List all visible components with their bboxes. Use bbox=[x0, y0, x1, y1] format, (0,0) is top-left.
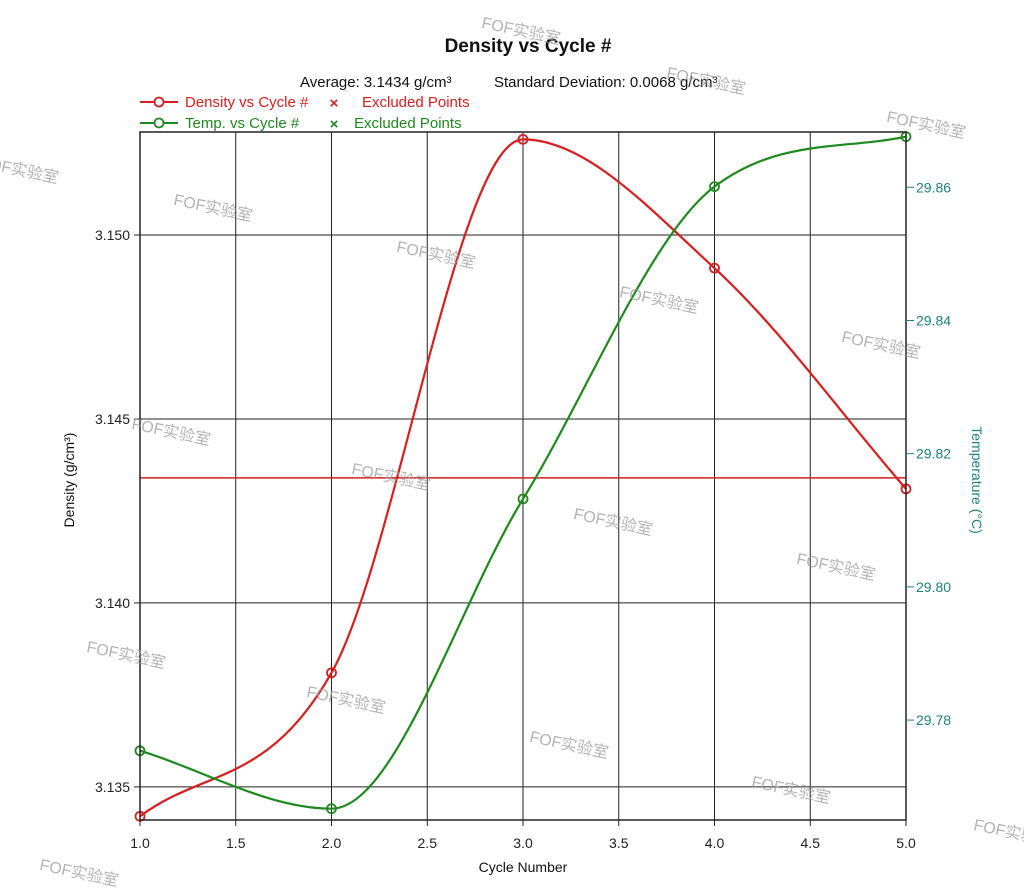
legend-excluded-marker: × bbox=[330, 95, 339, 112]
legend-marker bbox=[153, 117, 165, 129]
legend-excluded-label: Excluded Points bbox=[354, 115, 462, 132]
legend-label: Density vs Cycle # bbox=[185, 94, 309, 111]
y-axis-right-label: Temperature (°C) bbox=[969, 426, 985, 534]
y-axis-left-label: Density (g/cm³) bbox=[61, 433, 77, 528]
x-tick-label: 3.5 bbox=[609, 835, 629, 851]
series-point-1 bbox=[326, 667, 337, 679]
x-tick-label: 5.0 bbox=[896, 835, 916, 851]
stat-average: Average: 3.1434 g/cm³ bbox=[300, 74, 451, 91]
y-right-tick-label: 29.80 bbox=[916, 579, 951, 595]
y-right-tick-label: 29.86 bbox=[916, 179, 951, 195]
axis-ticks: 1.0 1.5 2.0 2.5 3.0 3.5 4.0 4.5 5.0 3.135 3.140 3.1… bbox=[95, 179, 951, 851]
series-point-1 bbox=[709, 262, 720, 274]
series-group bbox=[134, 131, 912, 822]
y-right-tick-label: 29.82 bbox=[916, 446, 951, 462]
watermark-text: FOF实验室 bbox=[665, 64, 747, 98]
x-tick-label: 2.0 bbox=[322, 835, 342, 851]
stat-standard-deviation: Standard Deviation: 0.0068 g/cm³ bbox=[494, 74, 717, 91]
y-left-tick-label: 3.150 bbox=[95, 227, 130, 243]
grid-lines bbox=[140, 132, 906, 820]
legend-excluded-marker: × bbox=[330, 116, 339, 133]
x-axis-label: Cycle Number bbox=[479, 859, 568, 875]
legend-marker bbox=[153, 96, 165, 108]
y-right-tick-label: 29.84 bbox=[916, 312, 951, 328]
series-point-2 bbox=[326, 803, 337, 815]
y-left-tick-label: 3.145 bbox=[95, 411, 130, 427]
x-tick-label: 1.0 bbox=[130, 835, 150, 851]
watermark-text: FOF实验室 bbox=[0, 153, 60, 187]
legend-excluded-label: Excluded Points bbox=[362, 94, 470, 111]
series-point-2 bbox=[709, 181, 720, 193]
watermark-text: FOF实验室 bbox=[38, 856, 120, 890]
x-tick-label: 1.5 bbox=[226, 835, 246, 851]
series-point-1 bbox=[517, 133, 529, 145]
chart-title: Density vs Cycle # bbox=[445, 36, 612, 57]
series-line-1 bbox=[139, 138, 907, 818]
series-point-2 bbox=[517, 493, 529, 505]
watermark-text: FOF实验室 bbox=[972, 816, 1024, 850]
y-left-tick-label: 3.140 bbox=[95, 595, 130, 611]
x-tick-label: 4.0 bbox=[705, 835, 725, 851]
series-line-2 bbox=[139, 135, 907, 810]
x-tick-label: 4.5 bbox=[801, 835, 821, 851]
x-tick-label: 3.0 bbox=[513, 835, 533, 851]
legend: Density vs Cycle # × Excluded Points Temp. … bbox=[140, 94, 470, 133]
y-right-tick-label: 29.78 bbox=[916, 712, 951, 728]
x-tick-label: 2.5 bbox=[418, 835, 438, 851]
legend-label: Temp. vs Cycle # bbox=[185, 115, 300, 132]
y-left-tick-label: 3.135 bbox=[95, 779, 130, 795]
